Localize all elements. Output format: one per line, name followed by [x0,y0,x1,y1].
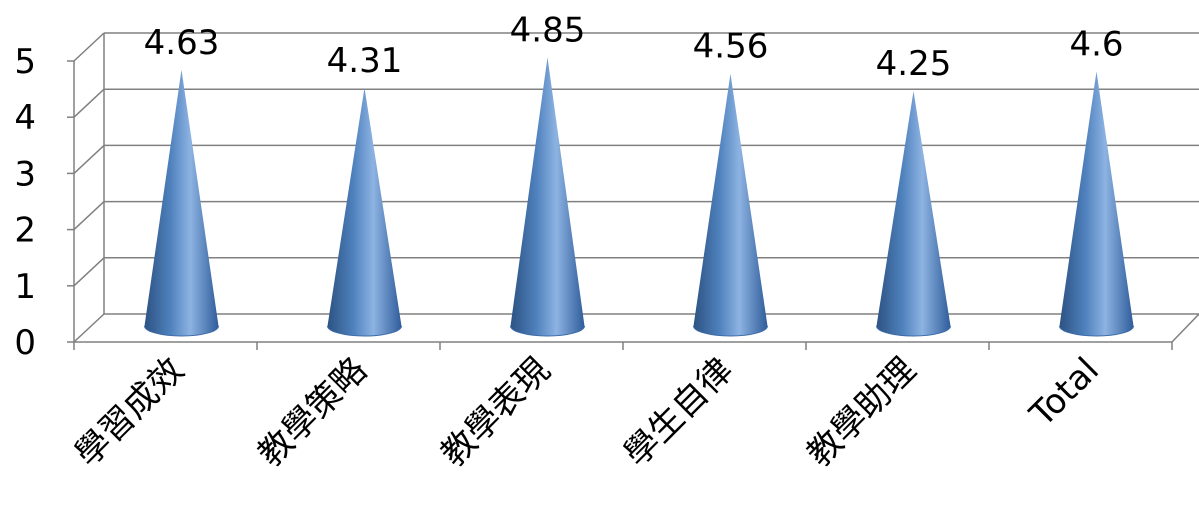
axes [67,60,1173,350]
y-tick-label: 0 [14,323,36,363]
cone-base-rim [510,325,585,337]
x-category-label: 教學表現 [433,350,557,474]
cone-base-rim [693,325,768,337]
y-tick-label: 4 [14,98,36,138]
x-category-label: 學習成效 [67,350,191,474]
y-tick-label: 3 [14,154,36,194]
gridline-side [73,313,105,343]
cone-base-rim [144,325,219,337]
gridline-side [73,201,105,231]
x-category-label: 教學助理 [799,350,923,474]
y-tick-label: 2 [14,211,36,251]
cone-body [327,87,402,337]
gridline-side [73,257,105,287]
cone-bar [876,91,951,337]
gridline-side [73,32,105,62]
x-axis-category-labels: 學習成效 教學策略 教學表現 學生自律 教學助理 Total [67,350,1106,474]
cone-body [510,57,585,337]
gridline-side [73,88,105,118]
data-label: 4.25 [876,44,952,84]
cone-base-rim [876,325,951,337]
cone-bar [327,87,402,337]
data-label: 4.6 [1069,24,1123,64]
floor-right-edge [1171,313,1199,343]
gridlines [73,32,1199,343]
cone-base-rim [1059,325,1134,337]
x-category-label: 學生自律 [616,350,740,474]
data-label: 4.56 [693,27,769,67]
cone-bar [510,57,585,337]
cone-body [876,91,951,337]
cones [144,57,1134,337]
data-labels: 4.63 4.31 4.85 4.56 4.25 4.6 [144,10,1124,84]
x-category-label: 教學策略 [250,350,374,474]
cone-bar [144,69,219,337]
data-label: 4.63 [144,23,220,63]
data-label: 4.85 [510,10,586,50]
cone-body [1059,71,1134,337]
y-axis-tick-labels: 0 1 2 3 4 5 [14,42,36,363]
cone-bar [1059,71,1134,337]
cone-body [144,69,219,337]
x-category-label: Total [1022,350,1107,435]
y-tick-label: 5 [14,42,36,82]
gridline-side [73,144,105,174]
cone-base-rim [327,325,402,337]
y-tick-label: 1 [14,267,36,307]
data-label: 4.31 [327,41,403,81]
cone-bar [693,73,768,337]
cone-body [693,73,768,337]
